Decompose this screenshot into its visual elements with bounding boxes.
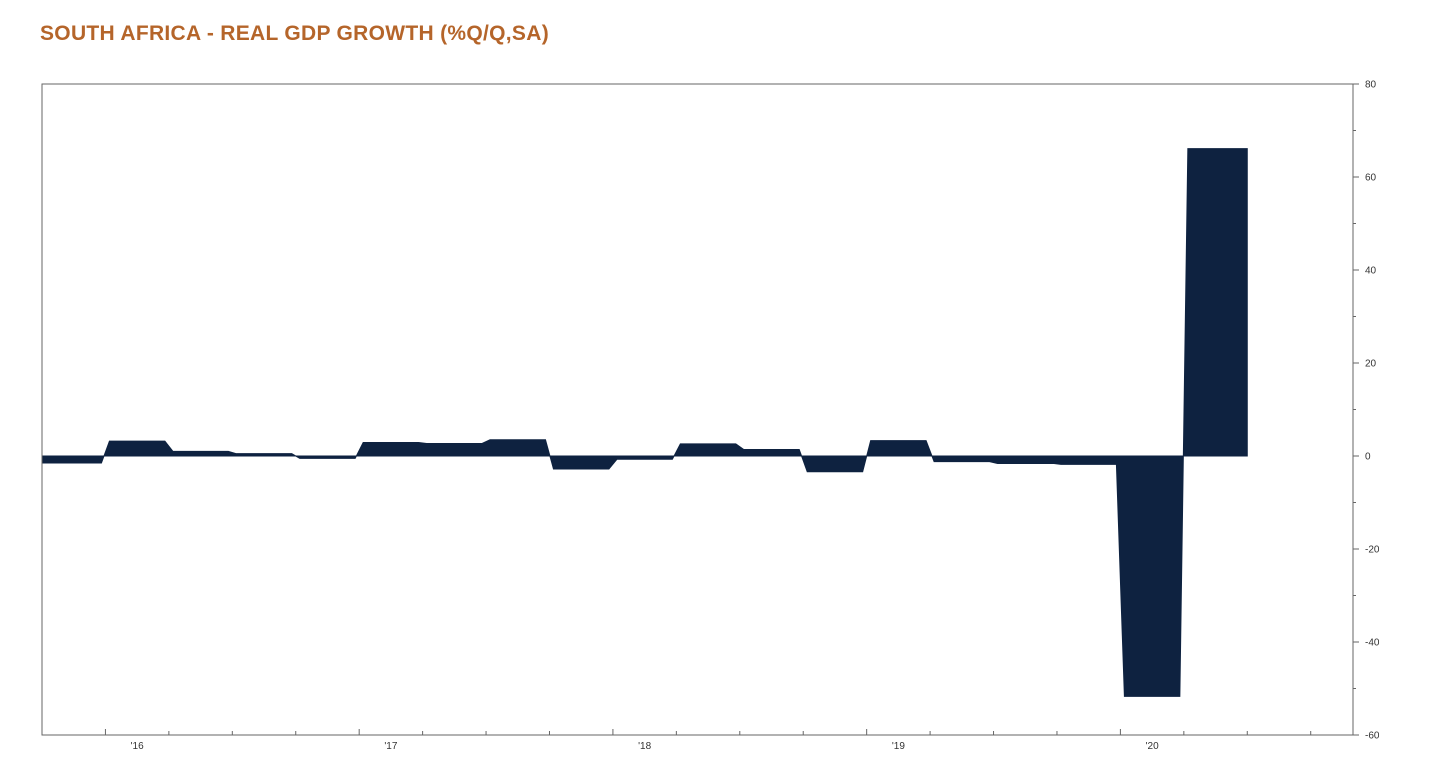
y-tick-label: 60	[1365, 173, 1377, 184]
gdp-growth-area	[41, 148, 1248, 697]
x-tick-label: '19	[892, 741, 905, 752]
y-tick-label: 0	[1365, 452, 1371, 463]
plot-frame	[41, 83, 1354, 736]
chart-title: SOUTH AFRICA - REAL GDP GROWTH (%Q/Q,SA)	[40, 22, 549, 45]
y-tick-label: 80	[1365, 80, 1377, 91]
x-tick-label: '20	[1146, 741, 1159, 752]
y-tick-label: 20	[1365, 359, 1377, 370]
y-tick-label: -40	[1365, 638, 1380, 649]
x-tick-label: '18	[638, 741, 651, 752]
x-tick-label: '17	[384, 741, 397, 752]
x-axis: '16 '17 '18 '19 '20	[104, 729, 1312, 752]
y-tick-label: 40	[1365, 266, 1377, 277]
plot-area	[41, 148, 1248, 697]
x-tick-label: '16	[131, 741, 144, 752]
y-axis: -60 -40 -20 0 20 40 60 80	[1353, 80, 1380, 742]
y-tick-label: -20	[1365, 545, 1380, 556]
y-tick-label: -60	[1365, 731, 1380, 742]
